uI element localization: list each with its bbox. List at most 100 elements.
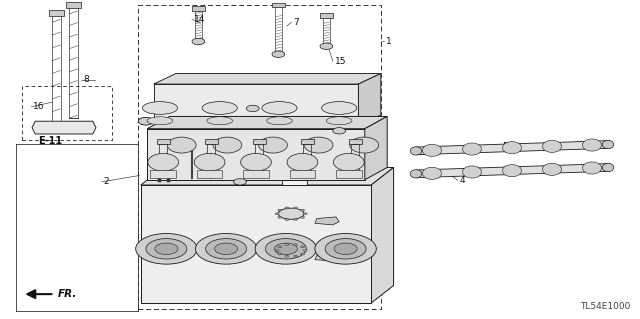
Bar	[243, 170, 269, 179]
Ellipse shape	[148, 153, 179, 171]
Circle shape	[275, 249, 279, 251]
Circle shape	[285, 244, 289, 246]
Circle shape	[285, 207, 289, 209]
Ellipse shape	[241, 153, 271, 171]
Ellipse shape	[350, 137, 379, 153]
Circle shape	[301, 209, 305, 211]
Circle shape	[303, 213, 307, 215]
Circle shape	[195, 234, 257, 264]
Text: 6: 6	[284, 248, 289, 257]
Ellipse shape	[502, 142, 522, 154]
Ellipse shape	[213, 137, 242, 153]
Circle shape	[303, 249, 307, 251]
Text: 6: 6	[284, 197, 289, 205]
Text: 16: 16	[33, 102, 45, 111]
Polygon shape	[315, 217, 339, 225]
Ellipse shape	[195, 153, 225, 171]
Circle shape	[278, 209, 282, 211]
Text: 7: 7	[293, 18, 299, 27]
Circle shape	[138, 117, 154, 125]
Ellipse shape	[543, 140, 562, 152]
Polygon shape	[147, 116, 387, 129]
Circle shape	[301, 216, 305, 218]
Ellipse shape	[543, 163, 562, 175]
Circle shape	[334, 243, 357, 255]
Text: 12: 12	[337, 251, 349, 260]
Circle shape	[294, 207, 298, 209]
Bar	[66, 2, 81, 8]
Ellipse shape	[582, 139, 602, 151]
Text: 12: 12	[337, 216, 349, 225]
Ellipse shape	[267, 117, 292, 125]
Polygon shape	[358, 73, 381, 126]
Ellipse shape	[582, 162, 602, 174]
Text: 15: 15	[335, 57, 346, 66]
Bar	[43, 123, 53, 132]
Circle shape	[205, 239, 246, 259]
Bar	[56, 123, 66, 132]
Ellipse shape	[259, 137, 287, 153]
Ellipse shape	[333, 153, 364, 171]
Circle shape	[301, 253, 305, 255]
Text: 10: 10	[280, 204, 291, 212]
Bar	[49, 10, 64, 16]
Ellipse shape	[143, 101, 178, 114]
Polygon shape	[141, 167, 394, 185]
Polygon shape	[315, 254, 339, 261]
Text: 2: 2	[104, 177, 109, 186]
Ellipse shape	[168, 137, 196, 153]
Polygon shape	[416, 141, 608, 155]
Ellipse shape	[287, 153, 318, 171]
Text: 1: 1	[386, 37, 392, 46]
Circle shape	[234, 179, 246, 185]
Text: FR.: FR.	[58, 289, 77, 299]
Bar	[301, 138, 314, 144]
Circle shape	[266, 239, 307, 259]
Ellipse shape	[278, 208, 304, 219]
Circle shape	[192, 38, 205, 45]
Circle shape	[294, 255, 298, 257]
Text: TL54E1000: TL54E1000	[580, 302, 630, 311]
Polygon shape	[141, 185, 371, 303]
Ellipse shape	[422, 167, 442, 179]
Ellipse shape	[410, 170, 422, 178]
Circle shape	[255, 234, 317, 264]
Ellipse shape	[262, 101, 297, 114]
Ellipse shape	[278, 245, 304, 256]
Polygon shape	[147, 129, 365, 180]
Ellipse shape	[602, 163, 614, 172]
Text: 3: 3	[178, 160, 184, 169]
Text: 9: 9	[140, 118, 145, 127]
Bar	[320, 13, 333, 18]
Bar	[272, 3, 285, 7]
Ellipse shape	[304, 137, 333, 153]
Bar	[282, 220, 307, 249]
Polygon shape	[154, 73, 381, 84]
Text: 14: 14	[194, 15, 205, 24]
Circle shape	[214, 243, 237, 255]
Bar	[197, 170, 223, 179]
Text: 13: 13	[351, 125, 362, 134]
Ellipse shape	[462, 143, 482, 155]
Bar	[282, 180, 307, 209]
Circle shape	[285, 219, 289, 220]
Ellipse shape	[326, 117, 352, 125]
Polygon shape	[32, 121, 96, 134]
Ellipse shape	[207, 117, 232, 125]
Text: 11: 11	[349, 92, 361, 101]
Circle shape	[278, 253, 282, 255]
Ellipse shape	[202, 101, 237, 114]
Bar	[253, 138, 266, 144]
Bar	[205, 138, 218, 144]
Text: 8: 8	[83, 75, 89, 84]
Ellipse shape	[462, 166, 482, 178]
Ellipse shape	[422, 144, 442, 156]
Ellipse shape	[410, 147, 422, 155]
Circle shape	[155, 243, 178, 255]
Circle shape	[272, 51, 285, 57]
Circle shape	[246, 105, 259, 112]
Circle shape	[278, 246, 282, 248]
Bar	[336, 170, 362, 179]
Bar	[290, 170, 315, 179]
Text: 11: 11	[234, 178, 245, 187]
